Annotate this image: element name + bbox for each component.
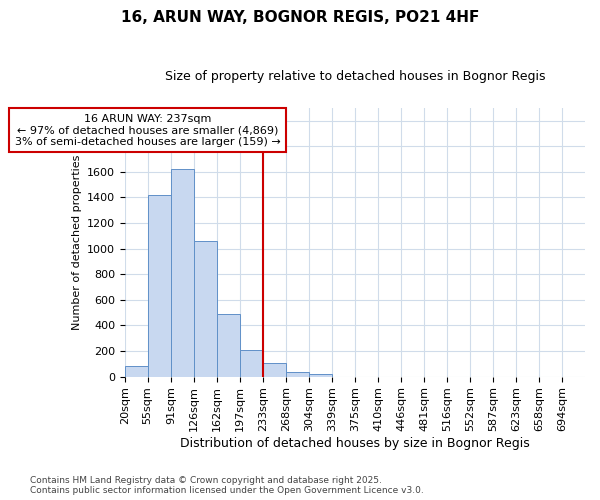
- Bar: [125, 366, 148, 376]
- Bar: [194, 241, 217, 376]
- Text: 16 ARUN WAY: 237sqm
← 97% of detached houses are smaller (4,869)
3% of semi-deta: 16 ARUN WAY: 237sqm ← 97% of detached ho…: [15, 114, 281, 146]
- Bar: [171, 170, 194, 376]
- Y-axis label: Number of detached properties: Number of detached properties: [71, 154, 82, 330]
- Text: Contains HM Land Registry data © Crown copyright and database right 2025.
Contai: Contains HM Land Registry data © Crown c…: [30, 476, 424, 495]
- Bar: [286, 372, 309, 376]
- Bar: [217, 314, 240, 376]
- Text: 16, ARUN WAY, BOGNOR REGIS, PO21 4HF: 16, ARUN WAY, BOGNOR REGIS, PO21 4HF: [121, 10, 479, 25]
- X-axis label: Distribution of detached houses by size in Bognor Regis: Distribution of detached houses by size …: [180, 437, 530, 450]
- Bar: [263, 364, 286, 376]
- Bar: [240, 350, 263, 376]
- Bar: [148, 195, 171, 376]
- Title: Size of property relative to detached houses in Bognor Regis: Size of property relative to detached ho…: [165, 70, 545, 83]
- Bar: [309, 374, 332, 376]
